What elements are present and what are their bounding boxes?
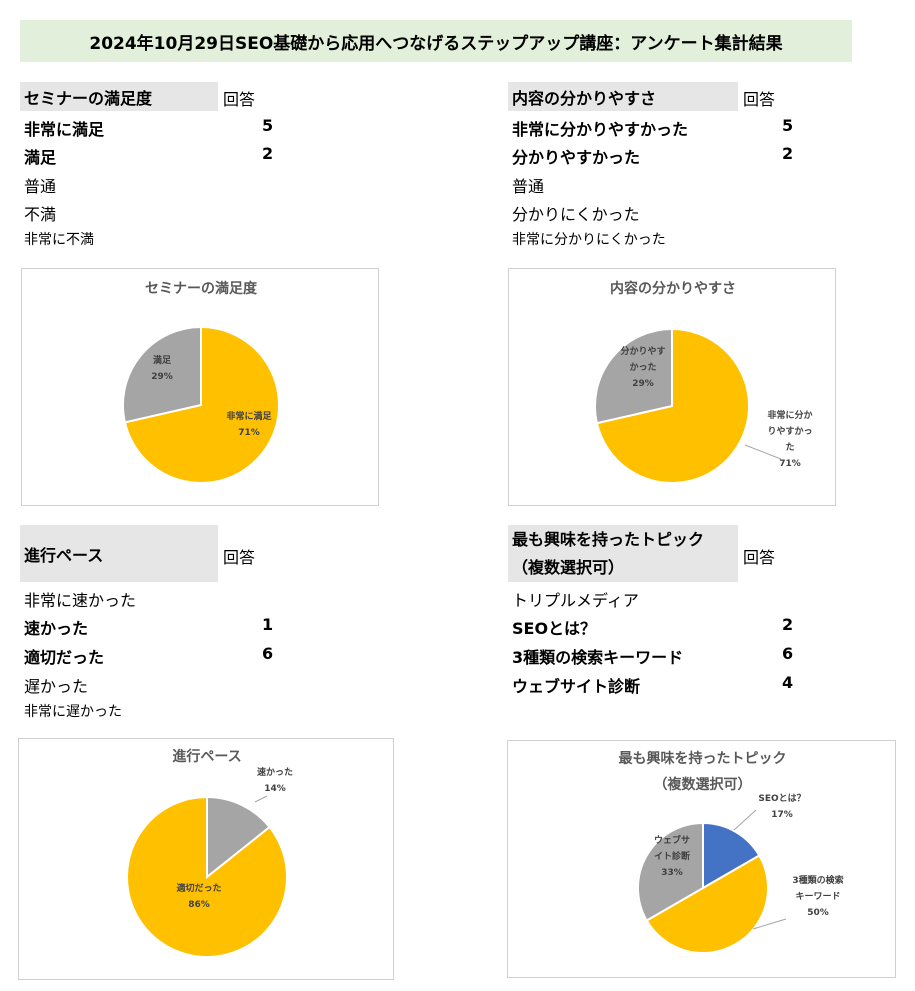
- section-header-line: 最も興味を持ったトピック: [512, 529, 705, 549]
- chart-topic: 最も興味を持ったトピック （複数選択可） SEOとは？ 17% 3種類の検索キーワード 5…: [507, 740, 896, 978]
- row-label: 3種類の検索キーワード: [512, 648, 684, 667]
- row-label: 不満: [24, 205, 57, 224]
- pie-slice: [702, 821, 761, 890]
- section-header-line: （複数選択可）: [512, 557, 625, 577]
- page-title: 2024年10月29日SEO基礎から応用へつなげるステップアップ講座：アンケート…: [20, 20, 852, 62]
- chart-pace: 進行ペース 速かった 14% 適切だった 86%: [18, 738, 394, 980]
- data-label: 非常に満足 71%: [226, 410, 272, 438]
- chart-title: 進行ペース: [172, 748, 241, 765]
- chart-title: （複数選択可）: [654, 776, 752, 793]
- section-header-clarity: 内容の分かりやすさ: [508, 82, 738, 111]
- pie-chart-topic: 最も興味を持ったトピック （複数選択可） SEOとは？ 17% 3種類の検索キーワード 5…: [619, 750, 844, 954]
- data-label: 速かった 14%: [257, 766, 293, 794]
- answer-header: 回答: [223, 90, 256, 109]
- pie-slice: [594, 327, 673, 425]
- row-label: 分かりにくかった: [512, 205, 640, 224]
- data-label: 3種類の検索キーワード 50%: [792, 874, 843, 918]
- data-label: 満足 29%: [151, 354, 173, 382]
- row-label: 適切だった: [24, 648, 105, 667]
- leader-line: [744, 444, 782, 460]
- section-header-topic: 最も興味を持ったトピック （複数選択可）: [508, 525, 738, 582]
- row-label: 非常に分かりやすかった: [512, 120, 689, 139]
- pie-slice: [126, 795, 288, 958]
- section-header-satisfaction: セミナーの満足度: [20, 82, 218, 111]
- row-label: 普通: [24, 177, 57, 196]
- row-value: 2: [782, 615, 794, 634]
- row-label: ウェブサイト診断: [512, 677, 641, 696]
- row-label: 普通: [512, 177, 545, 196]
- answer-header: 回答: [743, 90, 776, 109]
- row-label: 遅かった: [24, 677, 89, 696]
- section-header-pace: 進行ペース: [20, 525, 218, 582]
- pie-slice: [637, 821, 704, 922]
- leader-line: [752, 918, 787, 930]
- chart-title: 最も興味を持ったトピック: [619, 750, 787, 767]
- pie-slice: [645, 854, 769, 954]
- row-label: 非常に分かりにくかった: [512, 232, 666, 248]
- row-label: 非常に満足: [24, 120, 105, 139]
- row-label: トリプルメディア: [512, 591, 639, 610]
- row-label: 速かった: [24, 619, 89, 638]
- row-label: 満足: [24, 148, 57, 167]
- answer-header: 回答: [223, 548, 256, 567]
- row-value: 2: [782, 144, 794, 163]
- leader-line: [254, 795, 268, 803]
- row-value: 2: [262, 144, 274, 163]
- leader-line: [733, 809, 757, 831]
- row-label: 非常に遅かった: [24, 704, 122, 720]
- row-value: 5: [782, 116, 794, 135]
- pie-slice: [122, 325, 202, 424]
- row-label: 非常に不満: [24, 232, 94, 248]
- row-label: 分かりやすかった: [512, 148, 641, 167]
- chart-title: セミナーの満足度: [145, 280, 258, 297]
- pie-slice: [206, 795, 271, 880]
- answer-header: 回答: [743, 548, 776, 567]
- row-value: 6: [782, 644, 794, 663]
- row-value: 5: [262, 116, 274, 135]
- data-label: 適切だった 86%: [176, 882, 221, 910]
- row-label: SEOとは？: [512, 619, 597, 638]
- chart-satisfaction: セミナーの満足度非常に満足 71% 満足 29%: [21, 268, 379, 506]
- row-value: 1: [262, 615, 274, 634]
- data-label: 非常に分かりやすかった 71%: [767, 409, 812, 469]
- row-label: 非常に速かった: [24, 591, 137, 610]
- chart-title: 内容の分かりやすさ: [610, 280, 736, 297]
- data-label: 分かりやすかった 29%: [620, 345, 665, 389]
- data-label: SEOとは？ 17%: [758, 793, 805, 820]
- row-value: 4: [782, 673, 794, 692]
- chart-clarity: 内容の分かりやすさ非常に分かりやすかった 71% 分かりやすかった 29%: [508, 268, 836, 506]
- row-value: 6: [262, 644, 274, 663]
- data-label: ウェブサイト診断 33%: [654, 834, 690, 878]
